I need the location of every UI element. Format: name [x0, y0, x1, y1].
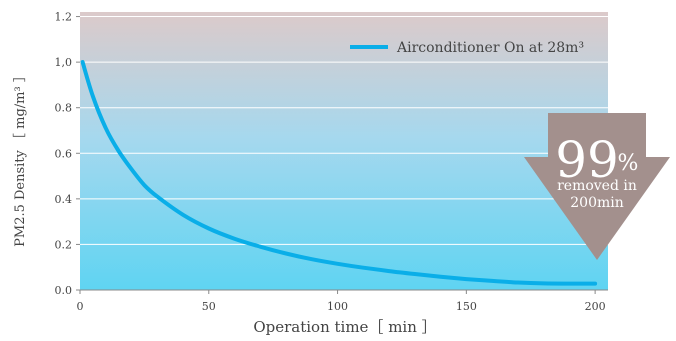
y-tick-label-0: 0.0 — [55, 284, 73, 297]
y-axis-label: PM2.5 Density ［ mg/m³ ］ — [13, 69, 28, 247]
badge-percent-sign: % — [618, 151, 639, 176]
x-tick-label-1: 50 — [202, 300, 216, 313]
x-tick-label-3: 150 — [456, 300, 477, 313]
x-tick-labels: 0 50 100 150 200 — [77, 290, 606, 313]
badge-arrow-shape — [524, 113, 670, 260]
y-tick-label-5: 1,0 — [55, 56, 73, 69]
x-tick-label-2: 100 — [327, 300, 348, 313]
y-tick-labels: 0.0 0.2 0.4 0.6 0.8 1,0 1.2 — [55, 11, 80, 297]
y-tick-label-3: 0.6 — [55, 147, 73, 160]
y-tick-label-4: 0.8 — [55, 102, 73, 115]
badge-percent-value: 99 — [555, 131, 619, 189]
x-axis-label: Operation time［ min ］ — [253, 318, 436, 336]
badge-line1: removed in — [557, 178, 637, 194]
series-line-airconditioner — [80, 60, 598, 286]
grid-lines — [80, 16, 608, 245]
legend-label: Airconditioner On at 28m³ — [396, 40, 584, 56]
y-tick-label-1: 0.2 — [55, 238, 73, 251]
plot-background — [80, 12, 608, 290]
y-tick-label-6: 1.2 — [55, 11, 73, 24]
legend: Airconditioner On at 28m³ — [350, 40, 584, 56]
badge-line2: 200min — [570, 195, 624, 211]
x-tick-label-4: 200 — [585, 300, 606, 313]
x-tick-label-0: 0 — [77, 300, 84, 313]
removal-badge: 99 % removed in 200min — [524, 113, 670, 260]
y-tick-label-2: 0.4 — [55, 193, 73, 206]
